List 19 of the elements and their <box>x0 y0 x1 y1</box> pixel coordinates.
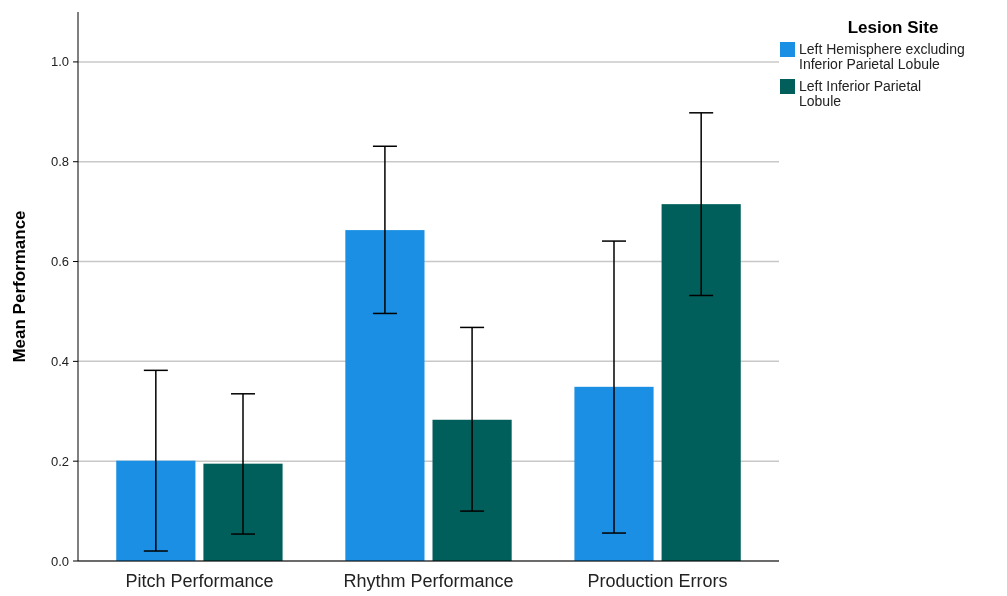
y-axis-title: Mean Performance <box>10 210 29 363</box>
y-tick-label: 0.0 <box>50 553 69 569</box>
x-tick-label: Production Errors <box>587 571 728 591</box>
legend-label: Left Hemisphere excluding Inferior Parietal Lobule <box>799 41 965 72</box>
y-tick-label: 0.2 <box>50 453 69 469</box>
bar <box>345 230 425 561</box>
x-tick-label: Rhythm Performance <box>343 571 514 591</box>
x-tick-label: Pitch Performance <box>125 571 274 591</box>
bar <box>203 463 283 561</box>
legend-title: Lesion Site <box>847 18 939 37</box>
bar <box>661 204 741 561</box>
bar <box>116 460 196 561</box>
bar <box>574 386 654 561</box>
bar <box>432 419 512 561</box>
legend-label: Left Inferior Parietal Lobule <box>799 78 922 109</box>
y-tick-label: 0.6 <box>50 254 69 270</box>
y-tick-label: 1.0 <box>50 54 69 70</box>
y-tick-label: 0.8 <box>50 154 69 170</box>
y-tick-label: 0.4 <box>50 353 69 369</box>
